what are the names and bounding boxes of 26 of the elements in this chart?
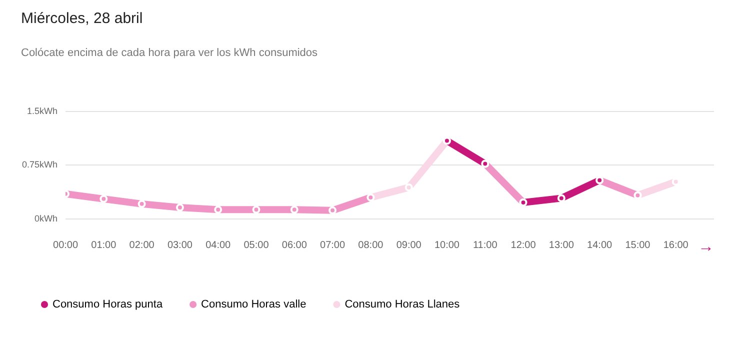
x-tick-label: 13:00 (548, 240, 574, 251)
x-tick-label: 15:00 (625, 240, 651, 251)
x-tick-label: 02:00 (129, 240, 155, 251)
y-tick-label: 1.5kWh (27, 106, 58, 116)
legend-label: Consumo Horas Llanes (344, 298, 460, 311)
y-tick-label: 0.75kWh (22, 160, 58, 170)
x-tick-label: 08:00 (358, 240, 384, 251)
x-tick-label: 12:00 (510, 240, 536, 251)
x-tick-label: 06:00 (282, 240, 308, 251)
x-tick-label: 01:00 (91, 240, 117, 251)
x-tick-label: 11:00 (472, 240, 498, 251)
text: → (698, 238, 714, 256)
chart-subtitle: Colócate encima de cada hora para ver los kWh consumidos (21, 47, 318, 59)
x-tick-label: 14:00 (587, 240, 613, 251)
x-tick-label: 04:00 (206, 240, 232, 251)
x-tick-label: 00:00 (53, 240, 78, 251)
chart-title: Miércoles, 28 abril (21, 10, 143, 27)
x-tick-label: 05:00 (244, 240, 270, 251)
x-tick-label: 03:00 (167, 240, 193, 251)
legend-label: Consumo Horas punta (52, 298, 164, 311)
x-tick-label: 07:00 (320, 240, 346, 251)
x-tick-label: 10:00 (434, 240, 460, 251)
legend-label: Consumo Horas valle (201, 298, 306, 311)
x-tick-label: 16:00 (663, 240, 689, 251)
x-tick-label: 09:00 (396, 240, 422, 251)
y-tick-label: 0kWh (34, 213, 58, 224)
